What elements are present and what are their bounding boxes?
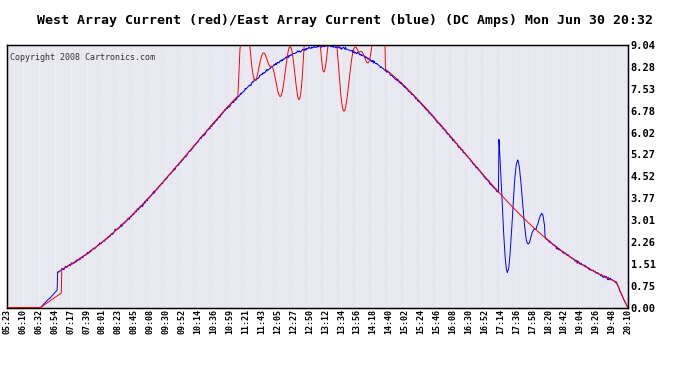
Text: Copyright 2008 Cartronics.com: Copyright 2008 Cartronics.com	[10, 53, 155, 62]
Text: West Array Current (red)/East Array Current (blue) (DC Amps) Mon Jun 30 20:32: West Array Current (red)/East Array Curr…	[37, 14, 653, 27]
